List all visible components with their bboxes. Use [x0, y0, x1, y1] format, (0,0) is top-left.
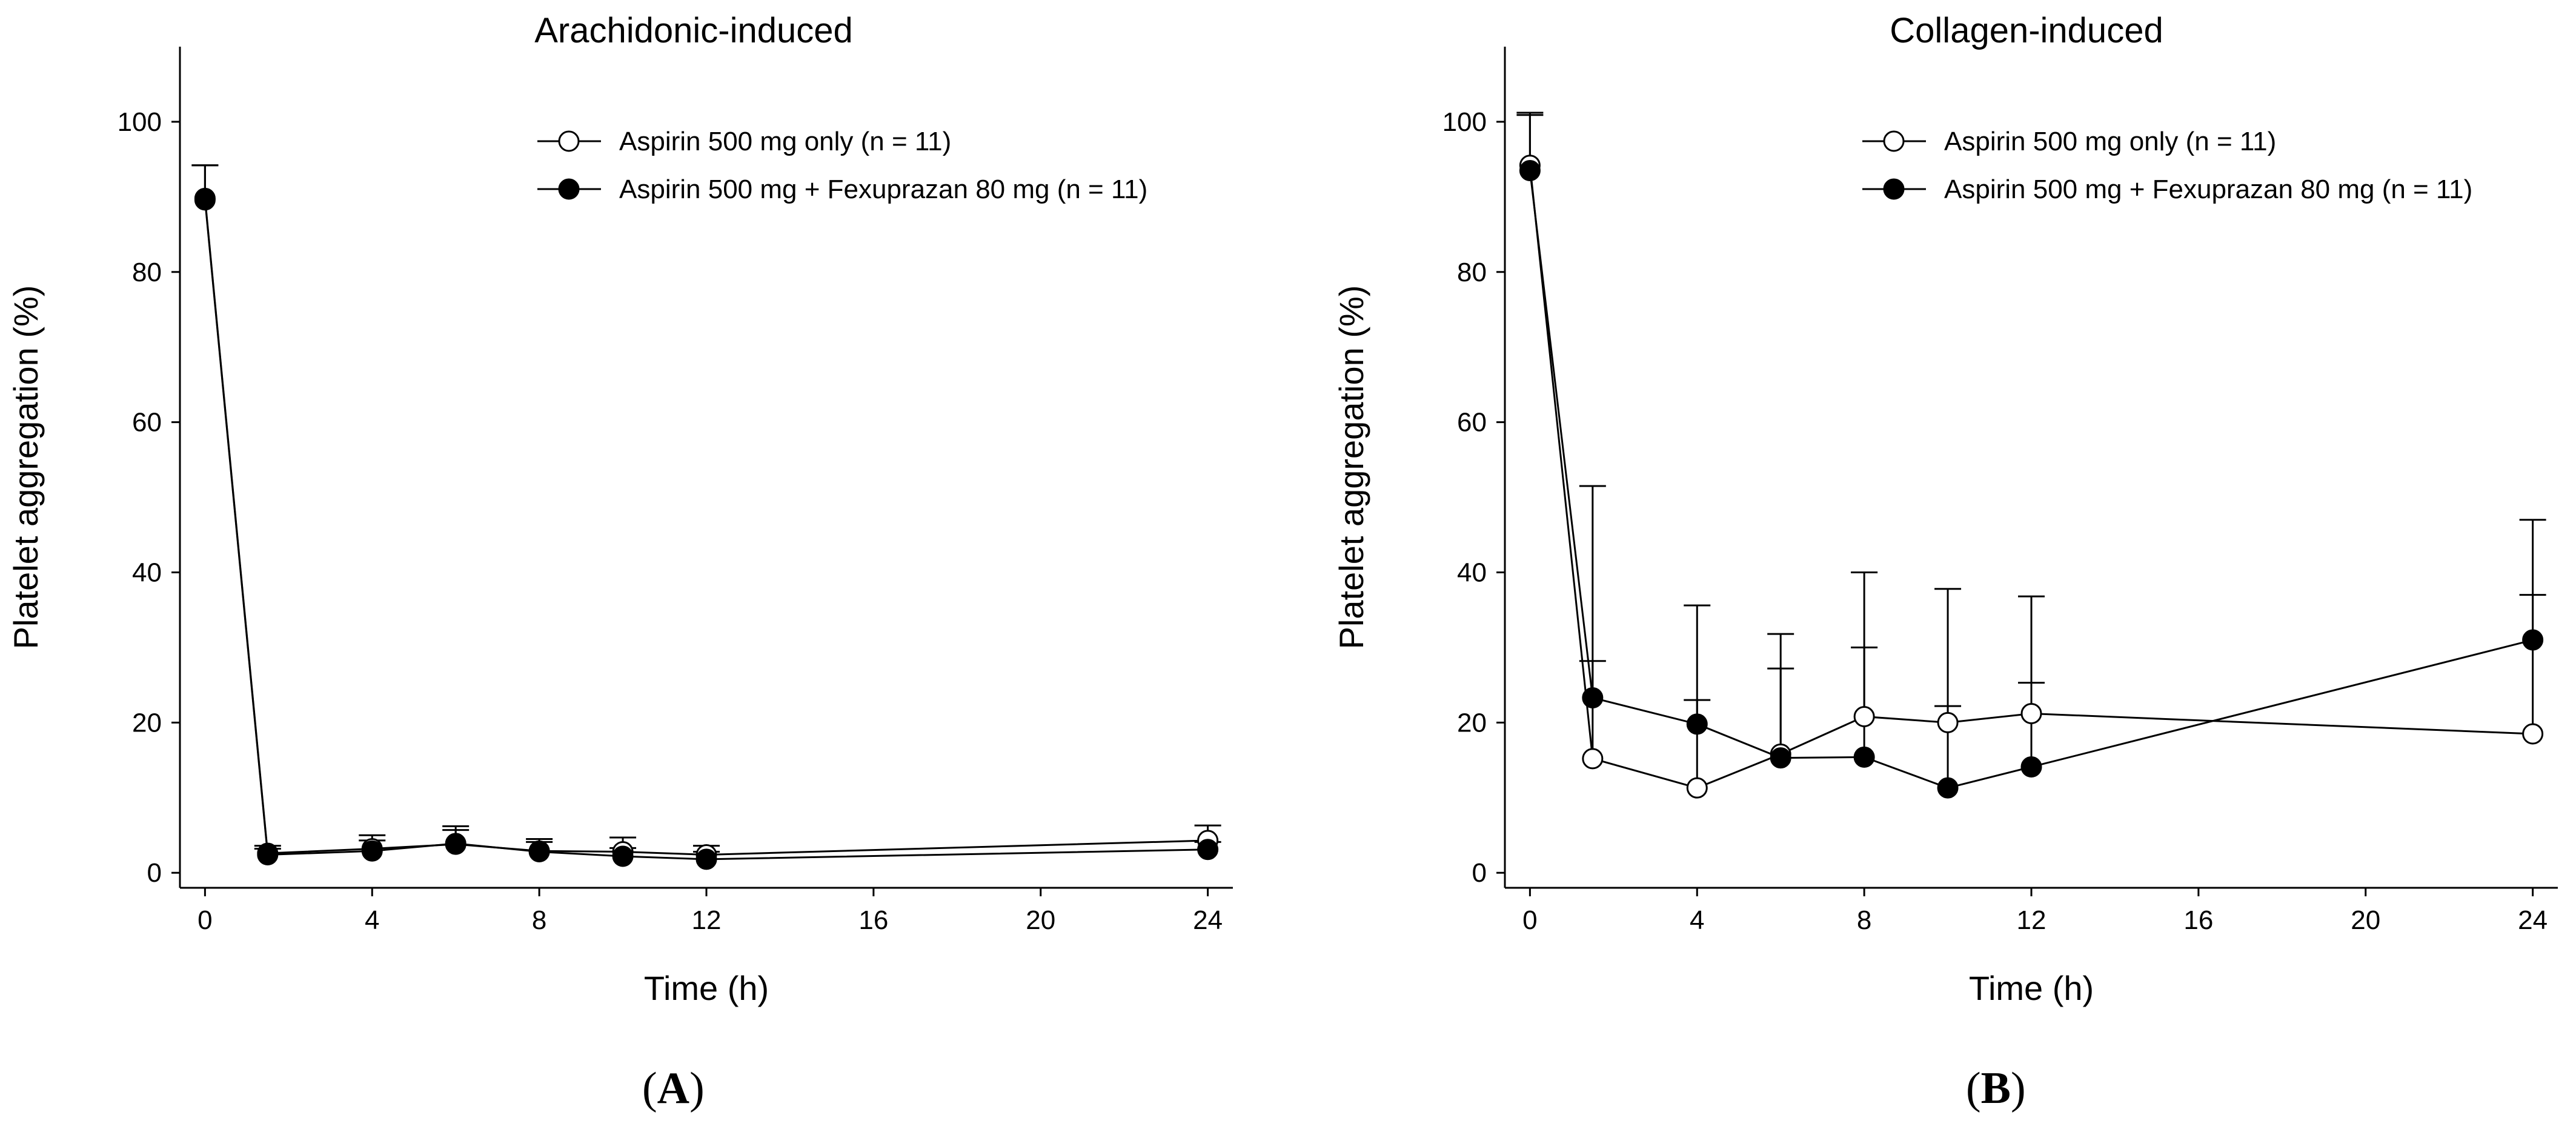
- data-point-aspirin-only: [1582, 748, 1604, 770]
- data-point-aspirin-fexuprazan: [1686, 713, 1708, 735]
- x-tick-label: 0: [198, 905, 212, 935]
- y-tick-label: 80: [132, 258, 162, 287]
- y-tick-label: 100: [1442, 107, 1487, 137]
- data-point-aspirin-fexuprazan: [1519, 159, 1541, 181]
- data-point-aspirin-fexuprazan: [1937, 777, 1959, 799]
- data-point-aspirin-fexuprazan: [361, 840, 383, 862]
- panel-letter: (B): [1966, 1064, 2026, 1113]
- data-point-aspirin-fexuprazan: [1197, 839, 1219, 861]
- x-axis-label: Time (h): [1969, 969, 2094, 1007]
- data-point-aspirin-only: [1686, 777, 1708, 799]
- legend-label: Aspirin 500 mg + Fexuprazan 80 mg (n = 1…: [1944, 175, 2472, 204]
- y-tick-label: 0: [147, 858, 162, 888]
- x-tick-label: 12: [2017, 905, 2047, 935]
- chart-panel-b: Collagen-induced 0 20 40 60 80 100 0 4 8 12 16 20 24 T…: [1332, 11, 2558, 1113]
- data-point-aspirin-only: [1853, 705, 1875, 727]
- series-line-aspirin-fexuprazan: [204, 199, 1208, 861]
- chart-title: Collagen-induced: [1890, 11, 2163, 50]
- series-line-aspirin-fexuprazan: [1529, 170, 2533, 789]
- chart-panel-a: Arachidonic-induced 0 20 40 60 80 100 0 4 8 12 16 20…: [7, 11, 1233, 1113]
- y-tick-label: 60: [1457, 408, 1487, 438]
- x-tick-label: 16: [858, 905, 888, 935]
- legend-marker: [558, 178, 580, 200]
- x-tick-label: 20: [1026, 905, 1055, 935]
- legend-label: Aspirin 500 mg only (n = 11): [619, 127, 951, 156]
- x-tick-label: 0: [1522, 905, 1537, 935]
- series-line-aspirin-only: [1529, 165, 2533, 789]
- data-point-aspirin-fexuprazan: [1853, 746, 1875, 768]
- data-point-aspirin-fexuprazan: [1770, 747, 1791, 769]
- data-point-aspirin-fexuprazan: [257, 844, 279, 865]
- y-tick-label: 0: [1472, 858, 1487, 888]
- legend-marker: [1883, 130, 1905, 152]
- chart-title: Arachidonic-induced: [534, 11, 853, 50]
- data-point-aspirin-fexuprazan: [194, 189, 216, 211]
- y-tick-label: 60: [132, 408, 162, 438]
- legend-label: Aspirin 500 mg only (n = 11): [1944, 127, 2276, 156]
- x-tick-label: 24: [2518, 905, 2548, 935]
- legend-marker: [558, 130, 580, 152]
- y-tick-label: 100: [118, 107, 162, 137]
- x-tick-label: 20: [2351, 905, 2380, 935]
- y-tick-label: 40: [1457, 558, 1487, 588]
- panel-letter: (A): [642, 1064, 705, 1113]
- data-point-aspirin-fexuprazan: [528, 841, 550, 863]
- x-tick-label: 8: [532, 905, 546, 935]
- legend-marker: [1883, 178, 1905, 200]
- y-tick-label: 20: [1457, 708, 1487, 738]
- y-tick-label: 80: [1457, 258, 1487, 287]
- legend-label: Aspirin 500 mg + Fexuprazan 80 mg (n = 1…: [619, 175, 1147, 204]
- x-tick-label: 4: [1690, 905, 1704, 935]
- x-tick-label: 4: [365, 905, 379, 935]
- data-point-aspirin-only: [2020, 702, 2042, 724]
- data-point-aspirin-fexuprazan: [2020, 756, 2042, 778]
- x-tick-label: 16: [2183, 905, 2213, 935]
- x-tick-label: 12: [692, 905, 722, 935]
- data-point-aspirin-only: [2522, 723, 2544, 745]
- data-point-aspirin-fexuprazan: [445, 833, 466, 854]
- data-point-aspirin-fexuprazan: [695, 848, 717, 870]
- data-point-aspirin-fexuprazan: [1582, 687, 1604, 708]
- data-point-aspirin-fexuprazan: [612, 845, 634, 867]
- x-axis-label: Time (h): [644, 969, 769, 1007]
- data-point-aspirin-fexuprazan: [2522, 629, 2544, 651]
- y-tick-label: 40: [132, 558, 162, 588]
- y-axis-label: Platelet aggregation (%): [7, 285, 45, 650]
- data-point-aspirin-only: [1937, 711, 1959, 733]
- x-tick-label: 24: [1193, 905, 1223, 935]
- x-tick-label: 8: [1857, 905, 1871, 935]
- y-axis-label: Platelet aggregation (%): [1332, 285, 1370, 650]
- y-tick-label: 20: [132, 708, 162, 738]
